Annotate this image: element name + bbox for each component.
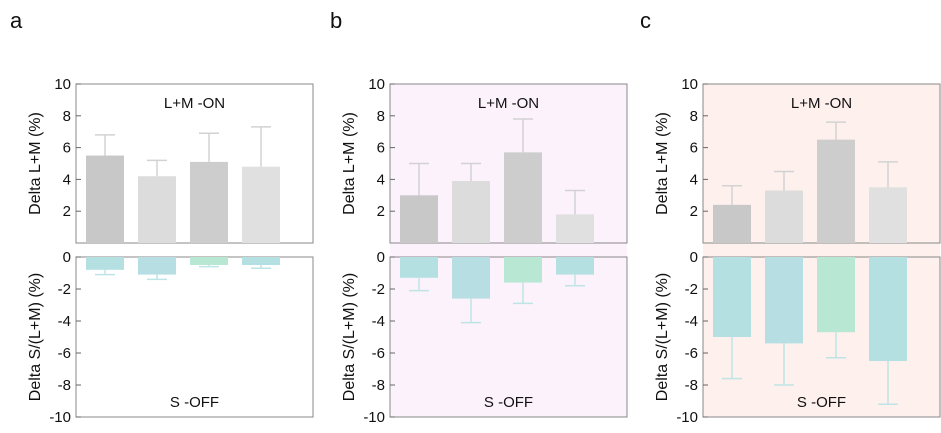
y-tick-label: 10 (681, 76, 698, 93)
y-tick-label: 10 (368, 76, 385, 93)
bar (817, 257, 855, 333)
bar (190, 257, 228, 265)
y-tick-label: 4 (63, 171, 71, 188)
panel-label: a (10, 8, 23, 33)
bar (138, 257, 176, 275)
bar (713, 257, 751, 337)
y-tick-label: -2 (372, 281, 385, 298)
bar (556, 214, 594, 243)
y-tick-label: 2 (377, 203, 385, 220)
bar (452, 180, 490, 243)
y-tick-label: 4 (690, 171, 698, 188)
bar (504, 152, 542, 243)
bar (713, 204, 751, 243)
bar (452, 257, 490, 299)
bar (400, 257, 438, 278)
y-tick-label: 6 (690, 140, 698, 157)
subplot-bottom: 0 -2 -4 -6 -8 -10 S -OFF Delta S/(L+M) (%) (654, 249, 941, 426)
bar (765, 190, 803, 243)
y-tick-label: 2 (63, 203, 71, 220)
subplot-annotation: S -OFF (484, 394, 533, 411)
panel-label: b (330, 8, 342, 33)
y-tick-label: 4 (377, 171, 385, 188)
bar (138, 176, 176, 243)
y-tick-label: -4 (685, 313, 698, 330)
panel-b: b 2 4 6 8 10 L+M -ON Delta L+M (%) 0 -2 -4 -6 -8 -10 S… (330, 8, 628, 426)
y-tick-label: 8 (63, 108, 71, 125)
subplot-annotation: L+M -ON (478, 95, 539, 112)
y-axis-title: Delta L+M (%) (27, 112, 44, 215)
bar (86, 257, 124, 270)
bar (504, 257, 542, 283)
y-tick-label: -4 (372, 313, 385, 330)
y-tick-label: -4 (58, 313, 71, 330)
bar (556, 257, 594, 275)
y-axis-title: Delta S/(L+M) (%) (27, 273, 44, 401)
y-tick-label: -10 (363, 409, 385, 426)
bar (242, 257, 280, 265)
y-axis-title: Delta L+M (%) (654, 112, 671, 215)
y-axis-title: Delta L+M (%) (341, 112, 358, 215)
bar (817, 139, 855, 243)
y-tick-label: 0 (63, 249, 71, 266)
y-tick-label: -8 (372, 377, 385, 394)
bar (400, 195, 438, 243)
panel-c: c 2 4 6 8 10 L+M -ON Delta L+M (%) 0 -2 -4 -6 -8 -10 S… (640, 8, 941, 426)
subplot-bottom: 0 -2 -4 -6 -8 -10 S -OFF Delta S/(L+M) (%) (341, 249, 628, 426)
y-tick-label: 2 (690, 203, 698, 220)
y-tick-label: 0 (690, 249, 698, 266)
subplot-annotation: S -OFF (797, 394, 846, 411)
bar (86, 155, 124, 243)
y-tick-label: -2 (58, 281, 71, 298)
y-tick-label: 0 (377, 249, 385, 266)
panel-background (703, 84, 940, 417)
y-axis-title: Delta S/(L+M) (%) (341, 273, 358, 401)
panel-label: c (640, 8, 651, 33)
y-tick-label: -2 (685, 281, 698, 298)
y-tick-label: -8 (685, 377, 698, 394)
bar (869, 257, 907, 361)
panel-background (76, 84, 313, 417)
subplot-annotation: L+M -ON (791, 95, 852, 112)
y-tick-label: -6 (372, 345, 385, 362)
y-axis-title: Delta S/(L+M) (%) (654, 273, 671, 401)
y-tick-label: -10 (676, 409, 698, 426)
subplot-top: 2 4 6 8 10 L+M -ON Delta L+M (%) (27, 76, 314, 244)
y-tick-label: 6 (63, 140, 71, 157)
y-tick-label: -10 (49, 409, 71, 426)
bar (869, 187, 907, 243)
y-tick-label: -6 (685, 345, 698, 362)
bar (765, 257, 803, 344)
bar (242, 166, 280, 243)
bar (190, 161, 228, 243)
subplot-top: 2 4 6 8 10 L+M -ON Delta L+M (%) (654, 76, 941, 244)
subplot-bottom: 0 -2 -4 -6 -8 -10 S -OFF Delta S/(L+M) (%) (27, 249, 314, 426)
panel-a: a 2 4 6 8 10 L+M -ON Delta L+M (%) 0 -2 -4 -6 -8 -10 S… (10, 8, 314, 426)
y-tick-label: 10 (54, 76, 71, 93)
y-tick-label: -8 (58, 377, 71, 394)
y-tick-label: 6 (377, 140, 385, 157)
y-tick-label: 8 (377, 108, 385, 125)
y-tick-label: -6 (58, 345, 71, 362)
panel-background (390, 84, 627, 417)
subplot-top: 2 4 6 8 10 L+M -ON Delta L+M (%) (341, 76, 628, 244)
y-tick-label: 8 (690, 108, 698, 125)
subplot-annotation: S -OFF (170, 394, 219, 411)
subplot-annotation: L+M -ON (164, 95, 225, 112)
